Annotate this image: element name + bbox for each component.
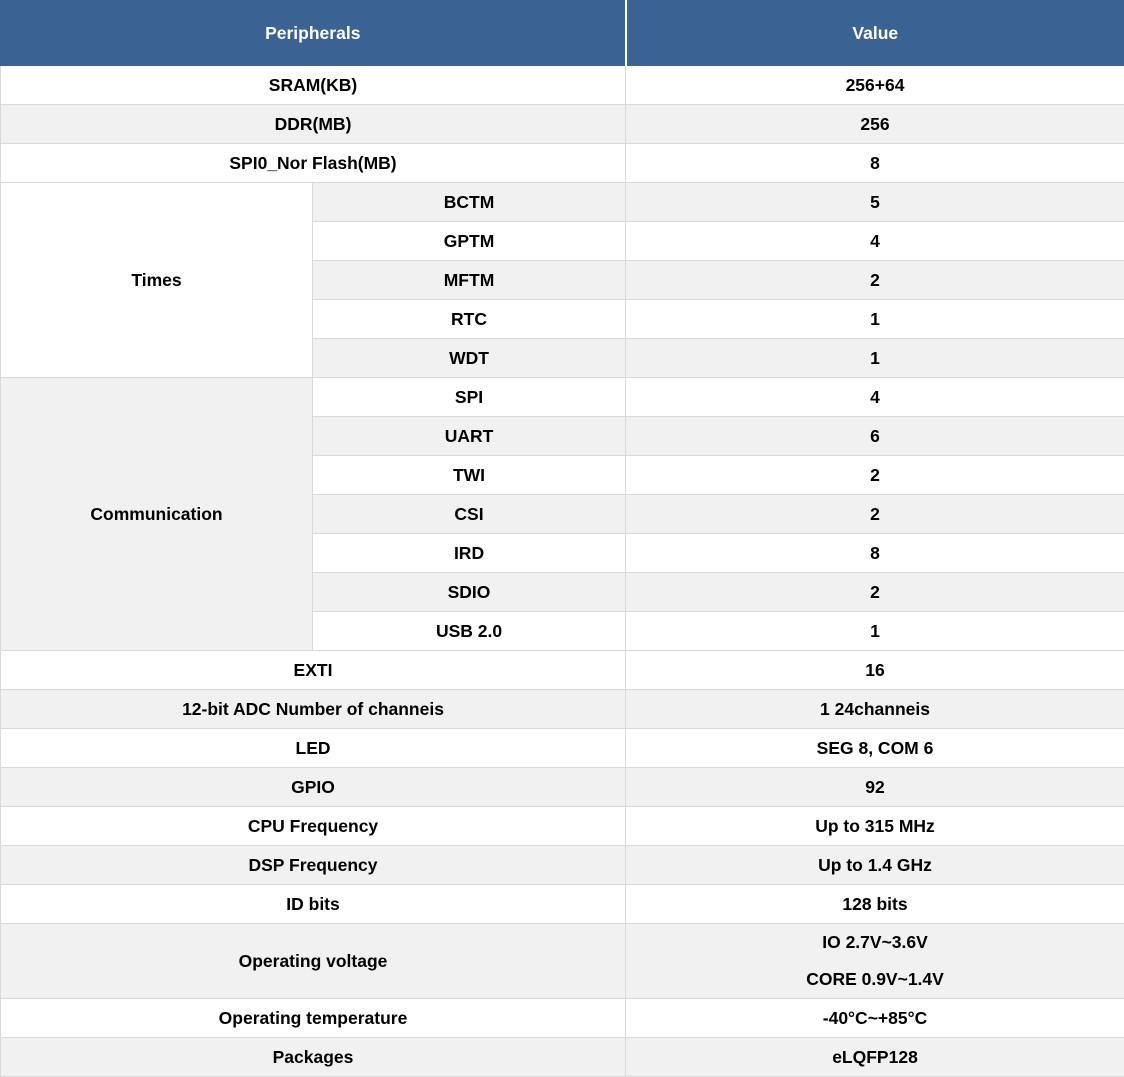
peripheral-sublabel: USB 2.0 xyxy=(313,612,626,651)
peripheral-value: 256 xyxy=(626,105,1124,144)
row-bctm: Times BCTM 5 xyxy=(1,183,1124,222)
peripheral-label: DSP Frequency xyxy=(1,846,626,885)
peripheral-label: EXTI xyxy=(1,651,626,690)
peripheral-value: 4 xyxy=(626,222,1124,261)
row-exti: EXTI 16 xyxy=(1,651,1124,690)
row-packages: Packages eLQFP128 xyxy=(1,1038,1124,1077)
peripheral-value: 1 xyxy=(626,300,1124,339)
peripheral-label: SRAM(KB) xyxy=(1,66,626,105)
peripheral-label: 12-bit ADC Number of channeis xyxy=(1,690,626,729)
peripheral-value: eLQFP128 xyxy=(626,1038,1124,1077)
peripheral-value: 8 xyxy=(626,534,1124,573)
peripheral-sublabel: TWI xyxy=(313,456,626,495)
peripheral-value: 256+64 xyxy=(626,66,1124,105)
peripheral-value: 16 xyxy=(626,651,1124,690)
group-cell-communication: Communication xyxy=(1,378,313,651)
peripheral-value: 2 xyxy=(626,495,1124,534)
peripheral-label: ID bits xyxy=(1,885,626,924)
group-cell-times: Times xyxy=(1,183,313,378)
peripheral-label: CPU Frequency xyxy=(1,807,626,846)
row-led: LED SEG 8, COM 6 xyxy=(1,729,1124,768)
peripheral-label: Operating voltage xyxy=(1,924,626,999)
peripheral-value: -40°C~+85°C xyxy=(626,999,1124,1038)
peripheral-label: Operating temperature xyxy=(1,999,626,1038)
row-id-bits: ID bits 128 bits xyxy=(1,885,1124,924)
peripheral-sublabel: UART xyxy=(313,417,626,456)
table-header-row: Peripherals Value xyxy=(1,1,1124,66)
peripheral-sublabel: MFTM xyxy=(313,261,626,300)
peripheral-value: IO 2.7V~3.6V CORE 0.9V~1.4V xyxy=(626,924,1124,999)
peripheral-label: LED xyxy=(1,729,626,768)
peripheral-label: DDR(MB) xyxy=(1,105,626,144)
peripheral-value: Up to 1.4 GHz xyxy=(626,846,1124,885)
row-dsp-frequency: DSP Frequency Up to 1.4 GHz xyxy=(1,846,1124,885)
row-sram: SRAM(KB) 256+64 xyxy=(1,66,1124,105)
row-ddr: DDR(MB) 256 xyxy=(1,105,1124,144)
peripheral-sublabel: SDIO xyxy=(313,573,626,612)
column-header-peripherals: Peripherals xyxy=(1,1,626,66)
peripheral-value: 92 xyxy=(626,768,1124,807)
column-header-value: Value xyxy=(626,1,1124,66)
row-gpio: GPIO 92 xyxy=(1,768,1124,807)
peripheral-sublabel: SPI xyxy=(313,378,626,417)
peripheral-value: 5 xyxy=(626,183,1124,222)
peripheral-value: 8 xyxy=(626,144,1124,183)
voltage-io-line: IO 2.7V~3.6V xyxy=(626,924,1124,961)
peripheral-value: 2 xyxy=(626,573,1124,612)
peripheral-label: Packages xyxy=(1,1038,626,1077)
peripheral-sublabel: WDT xyxy=(313,339,626,378)
row-spi0-nor-flash: SPI0_Nor Flash(MB) 8 xyxy=(1,144,1124,183)
peripheral-value: 2 xyxy=(626,261,1124,300)
peripheral-sublabel: RTC xyxy=(313,300,626,339)
peripheral-label: GPIO xyxy=(1,768,626,807)
peripheral-value: 128 bits xyxy=(626,885,1124,924)
peripheral-value: 1 xyxy=(626,612,1124,651)
peripheral-sublabel: IRD xyxy=(313,534,626,573)
peripheral-label: SPI0_Nor Flash(MB) xyxy=(1,144,626,183)
peripheral-sublabel: BCTM xyxy=(313,183,626,222)
peripheral-sublabel: CSI xyxy=(313,495,626,534)
peripheral-value: 1 24channeis xyxy=(626,690,1124,729)
peripheral-value: 4 xyxy=(626,378,1124,417)
peripheral-value: Up to 315 MHz xyxy=(626,807,1124,846)
peripheral-value: 2 xyxy=(626,456,1124,495)
peripheral-value: 1 xyxy=(626,339,1124,378)
row-operating-temperature: Operating temperature -40°C~+85°C xyxy=(1,999,1124,1038)
voltage-core-line: CORE 0.9V~1.4V xyxy=(626,961,1124,998)
peripheral-value: 6 xyxy=(626,417,1124,456)
row-cpu-frequency: CPU Frequency Up to 315 MHz xyxy=(1,807,1124,846)
row-operating-voltage: Operating voltage IO 2.7V~3.6V CORE 0.9V… xyxy=(1,924,1124,999)
row-adc-channels: 12-bit ADC Number of channeis 1 24channe… xyxy=(1,690,1124,729)
row-spi: Communication SPI 4 xyxy=(1,378,1124,417)
peripheral-value: SEG 8, COM 6 xyxy=(626,729,1124,768)
peripheral-sublabel: GPTM xyxy=(313,222,626,261)
